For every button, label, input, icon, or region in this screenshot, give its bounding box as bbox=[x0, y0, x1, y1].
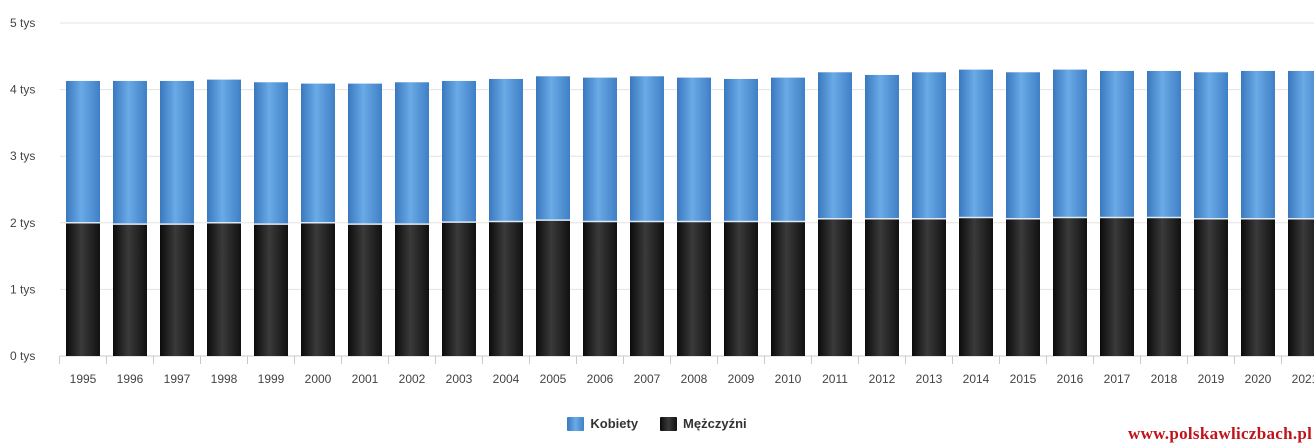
x-tick-label: 2019 bbox=[1198, 372, 1225, 386]
x-tick-label: 2000 bbox=[305, 372, 332, 386]
bar-mezczyzni bbox=[1288, 219, 1314, 356]
y-tick-label: 0 tys bbox=[10, 349, 35, 363]
bar-kobiety bbox=[442, 81, 476, 222]
bar-mezczyzni bbox=[207, 223, 241, 356]
x-tick-label: 2001 bbox=[352, 372, 379, 386]
bar-mezczyzni bbox=[1053, 217, 1087, 356]
y-axis-ticks: 0 tys 1 tys 2 tys 3 tys 4 tys 5 tys bbox=[10, 16, 35, 363]
bar-kobiety bbox=[959, 70, 993, 218]
bar-kobiety bbox=[583, 78, 617, 222]
bar-mezczyzni bbox=[66, 223, 100, 356]
x-tick-label: 2008 bbox=[681, 372, 708, 386]
bar-kobiety bbox=[254, 82, 288, 224]
bar-mezczyzni bbox=[630, 221, 664, 356]
legend-label-kobiety: Kobiety bbox=[590, 416, 638, 431]
x-tick-label: 1999 bbox=[258, 372, 285, 386]
x-tick-label: 2016 bbox=[1057, 372, 1084, 386]
bar-mezczyzni bbox=[1100, 217, 1134, 356]
legend-swatch-mezczyzni bbox=[660, 417, 677, 431]
bar-kobiety bbox=[395, 82, 429, 224]
bar-mezczyzni bbox=[254, 224, 288, 356]
x-tick-label: 2004 bbox=[493, 372, 520, 386]
bar-kobiety bbox=[207, 80, 241, 223]
bar-kobiety bbox=[1053, 70, 1087, 218]
x-tick-label: 2014 bbox=[963, 372, 990, 386]
bar-kobiety bbox=[301, 84, 335, 223]
bar-kobiety bbox=[66, 81, 100, 223]
legend-swatch-kobiety bbox=[567, 417, 584, 431]
x-tick-label: 2015 bbox=[1010, 372, 1037, 386]
x-tick-label: 1998 bbox=[211, 372, 238, 386]
x-tick-label: 2021 bbox=[1292, 372, 1314, 386]
bar-kobiety bbox=[536, 76, 570, 220]
bar-mezczyzni bbox=[489, 221, 523, 356]
x-tick-label: 2018 bbox=[1151, 372, 1178, 386]
x-tick-label: 2007 bbox=[634, 372, 661, 386]
x-tick-label: 2002 bbox=[399, 372, 426, 386]
bar-mezczyzni bbox=[1241, 219, 1275, 356]
x-tick-label: 2005 bbox=[540, 372, 567, 386]
bar-mezczyzni bbox=[1147, 217, 1181, 356]
x-tick-label: 2011 bbox=[822, 372, 848, 386]
legend-label-mezczyzni: Mężczyźni bbox=[683, 416, 747, 431]
legend: Kobiety Mężczyźni bbox=[0, 416, 1314, 431]
bar-kobiety bbox=[771, 78, 805, 222]
y-tick-label: 5 tys bbox=[10, 16, 35, 30]
x-tick-label: 2017 bbox=[1104, 372, 1131, 386]
bar-kobiety bbox=[1147, 71, 1181, 218]
bar-mezczyzni bbox=[583, 221, 617, 356]
bar-mezczyzni bbox=[536, 220, 570, 356]
bar-mezczyzni bbox=[1006, 219, 1040, 356]
bar-mezczyzni bbox=[865, 219, 899, 356]
y-tick-label: 4 tys bbox=[10, 83, 35, 97]
bar-kobiety bbox=[489, 79, 523, 222]
x-tick-label: 1995 bbox=[70, 372, 97, 386]
x-tick-label: 2010 bbox=[775, 372, 802, 386]
bar-kobiety bbox=[1288, 71, 1314, 219]
x-axis-ticks: 1995 1996 1997 1998 1999 2000 2001 2002 2003 2004… bbox=[60, 356, 1314, 386]
bar-mezczyzni bbox=[912, 219, 946, 356]
x-tick-label: 2009 bbox=[728, 372, 755, 386]
bar-kobiety bbox=[113, 81, 147, 224]
x-tick-label: 2020 bbox=[1245, 372, 1272, 386]
bars bbox=[66, 70, 1314, 356]
x-tick-label: 2003 bbox=[446, 372, 473, 386]
bar-mezczyzni bbox=[301, 223, 335, 356]
x-tick-label: 1996 bbox=[117, 372, 144, 386]
bar-kobiety bbox=[818, 72, 852, 219]
bar-kobiety bbox=[724, 79, 758, 222]
x-tick-label: 2006 bbox=[587, 372, 614, 386]
bar-kobiety bbox=[1006, 72, 1040, 219]
bar-mezczyzni bbox=[771, 221, 805, 356]
x-tick-label: 2013 bbox=[916, 372, 943, 386]
bar-kobiety bbox=[912, 72, 946, 219]
y-tick-label: 3 tys bbox=[10, 149, 35, 163]
x-tick-label: 2012 bbox=[869, 372, 896, 386]
bar-kobiety bbox=[1241, 71, 1275, 219]
bar-mezczyzni bbox=[442, 222, 476, 356]
bar-kobiety bbox=[1194, 72, 1228, 219]
bar-mezczyzni bbox=[113, 224, 147, 356]
bar-mezczyzni bbox=[818, 219, 852, 356]
bar-mezczyzni bbox=[348, 224, 382, 356]
legend-item-kobiety[interactable]: Kobiety bbox=[567, 416, 638, 431]
bar-mezczyzni bbox=[1194, 219, 1228, 356]
bar-mezczyzni bbox=[677, 221, 711, 356]
bar-mezczyzni bbox=[959, 217, 993, 356]
y-tick-label: 1 tys bbox=[10, 282, 35, 296]
bar-kobiety bbox=[865, 75, 899, 219]
y-tick-label: 2 tys bbox=[10, 216, 35, 230]
x-tick-label: 1997 bbox=[164, 372, 191, 386]
bar-kobiety bbox=[1100, 71, 1134, 218]
bar-kobiety bbox=[348, 84, 382, 225]
bar-kobiety bbox=[630, 76, 664, 221]
bar-mezczyzni bbox=[160, 224, 194, 356]
legend-item-mezczyzni[interactable]: Mężczyźni bbox=[660, 416, 747, 431]
bar-kobiety bbox=[677, 78, 711, 222]
watermark-text: www.polskawliczbach.pl bbox=[1128, 424, 1312, 444]
bar-mezczyzni bbox=[395, 224, 429, 356]
bar-mezczyzni bbox=[724, 221, 758, 356]
bar-kobiety bbox=[160, 81, 194, 224]
